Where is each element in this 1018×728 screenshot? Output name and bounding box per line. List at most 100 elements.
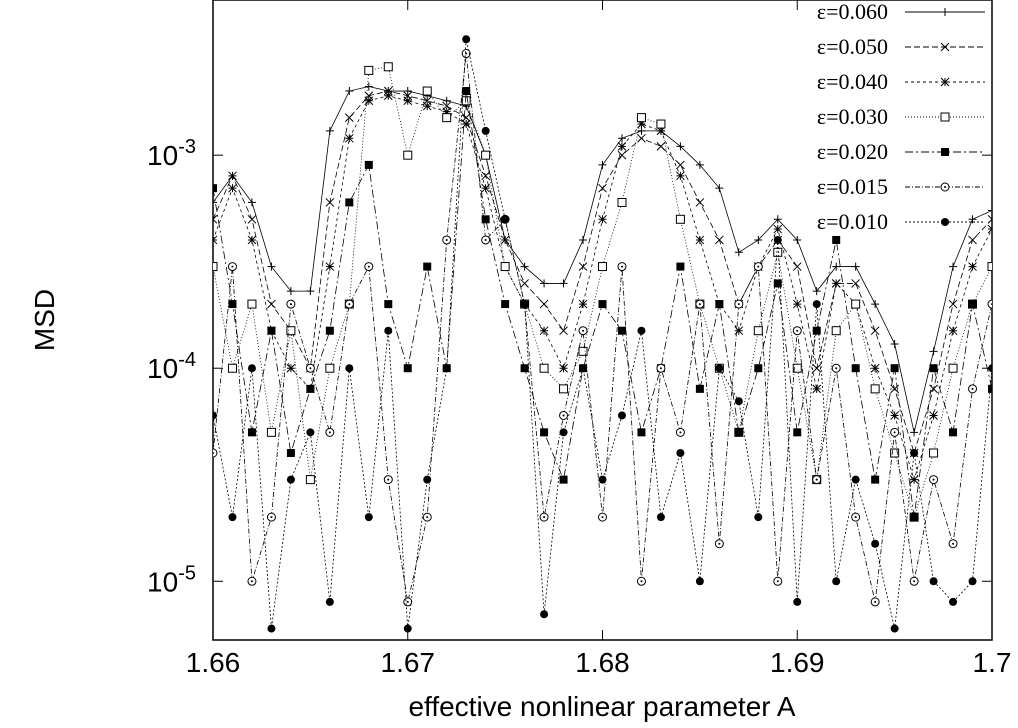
point-dot bbox=[426, 516, 429, 519]
point bbox=[345, 364, 354, 373]
point bbox=[383, 475, 393, 485]
point bbox=[213, 235, 218, 245]
point-dot bbox=[854, 516, 857, 519]
point bbox=[598, 300, 607, 309]
point bbox=[793, 235, 802, 244]
point bbox=[890, 448, 900, 458]
point bbox=[675, 427, 685, 437]
point bbox=[792, 262, 802, 271]
point bbox=[539, 512, 549, 522]
point bbox=[306, 287, 315, 296]
point bbox=[715, 300, 724, 309]
point bbox=[286, 299, 296, 309]
point bbox=[909, 475, 919, 484]
point bbox=[423, 475, 432, 484]
point bbox=[345, 198, 354, 207]
point bbox=[345, 87, 354, 96]
point bbox=[325, 262, 335, 271]
point bbox=[851, 299, 861, 309]
point-dot bbox=[367, 265, 370, 268]
point bbox=[540, 610, 549, 619]
point bbox=[773, 224, 783, 234]
point bbox=[734, 248, 743, 257]
legend-marker bbox=[940, 77, 950, 87]
point bbox=[754, 364, 763, 373]
point bbox=[890, 427, 900, 437]
point bbox=[617, 197, 627, 207]
point bbox=[851, 364, 860, 373]
point bbox=[851, 475, 860, 484]
point bbox=[968, 577, 977, 586]
point-dot bbox=[698, 303, 701, 306]
point bbox=[948, 363, 958, 373]
point bbox=[968, 384, 978, 394]
point bbox=[461, 96, 471, 106]
point bbox=[773, 279, 782, 288]
point-dot bbox=[445, 238, 448, 241]
point-dot bbox=[991, 303, 992, 306]
point bbox=[636, 576, 646, 586]
point bbox=[987, 299, 992, 309]
point-dot bbox=[796, 329, 799, 332]
point bbox=[987, 262, 992, 272]
x-tick-label: 1.67 bbox=[381, 647, 436, 678]
point bbox=[968, 215, 977, 224]
point bbox=[481, 171, 491, 181]
point bbox=[676, 142, 685, 151]
point-dot bbox=[874, 600, 877, 603]
point bbox=[403, 96, 413, 106]
point bbox=[344, 133, 354, 143]
point bbox=[305, 363, 315, 373]
point bbox=[988, 206, 992, 215]
point bbox=[364, 65, 374, 75]
point bbox=[364, 513, 373, 522]
point bbox=[364, 82, 373, 91]
point bbox=[520, 279, 529, 288]
point bbox=[617, 326, 626, 335]
point-dot bbox=[893, 431, 896, 434]
point bbox=[267, 624, 276, 633]
point bbox=[559, 363, 568, 373]
point bbox=[617, 150, 627, 160]
point bbox=[325, 427, 335, 437]
point bbox=[656, 119, 666, 129]
point bbox=[461, 49, 471, 59]
point bbox=[267, 299, 276, 309]
point-dot bbox=[348, 303, 351, 306]
point bbox=[481, 183, 491, 193]
point bbox=[598, 262, 607, 272]
point bbox=[305, 475, 315, 485]
point-dot bbox=[213, 451, 214, 454]
point bbox=[949, 262, 958, 271]
point-dot bbox=[250, 580, 253, 583]
point bbox=[871, 475, 880, 484]
point bbox=[539, 326, 549, 336]
point bbox=[213, 214, 218, 224]
point bbox=[286, 448, 295, 457]
point bbox=[949, 428, 958, 437]
point-dot bbox=[932, 478, 935, 481]
point bbox=[695, 577, 704, 586]
x-tick-label: 1.7 bbox=[973, 647, 1012, 678]
series-line bbox=[213, 39, 992, 629]
point bbox=[695, 160, 704, 169]
point bbox=[247, 576, 257, 586]
legend-label: ε=0.020 bbox=[817, 139, 888, 164]
point-dot bbox=[679, 431, 682, 434]
point bbox=[520, 300, 529, 309]
point bbox=[500, 235, 510, 245]
point bbox=[578, 346, 588, 356]
point bbox=[227, 363, 237, 373]
point bbox=[325, 198, 335, 207]
point bbox=[754, 235, 763, 244]
point bbox=[851, 512, 861, 522]
point bbox=[266, 427, 276, 437]
point-dot bbox=[231, 265, 234, 268]
point bbox=[559, 428, 568, 437]
point-ring bbox=[213, 448, 218, 458]
point bbox=[559, 326, 568, 336]
point bbox=[462, 35, 471, 44]
point bbox=[871, 539, 880, 548]
point bbox=[812, 475, 822, 485]
point bbox=[344, 299, 354, 309]
